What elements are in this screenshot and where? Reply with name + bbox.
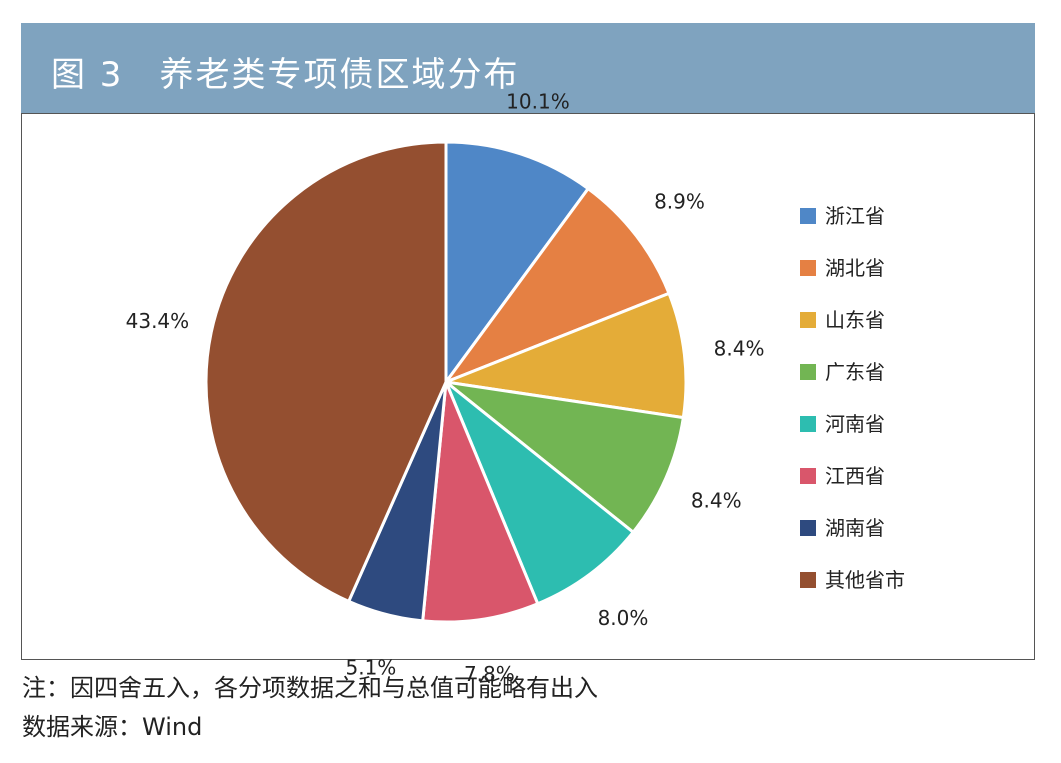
pie-label-others: 43.4% — [126, 309, 190, 333]
legend-label-guangdong: 广东省 — [825, 360, 885, 384]
source-note: 数据来源：Wind — [22, 713, 203, 741]
pie-slice-henan — [444, 380, 636, 606]
pie-slice-others — [204, 140, 448, 604]
pie-label-hubei: 8.9% — [654, 190, 705, 214]
legend-swatch-hunan — [800, 520, 816, 536]
legend-swatch-hubei — [800, 260, 816, 276]
pie-label-hunan: 5.1% — [346, 655, 397, 679]
legend-label-shandong: 山东省 — [825, 308, 885, 332]
pie-slice-hubei — [441, 186, 671, 386]
legend-swatch-jiangxi — [800, 468, 816, 484]
legend-label-henan: 河南省 — [825, 412, 885, 436]
legend-swatch-others — [800, 572, 816, 588]
figure-title: 图 3 养老类专项债区域分布 — [51, 55, 520, 95]
legend-label-zhejiang: 浙江省 — [825, 204, 885, 228]
pie-slice-jiangxi — [421, 381, 540, 624]
pie-label-zhejiang: 10.1% — [506, 90, 570, 114]
pie-label-guangdong: 8.4% — [691, 488, 742, 512]
rounding-note: 注：因四舍五入，各分项数据之和与总值可能略有出入 — [22, 674, 598, 702]
legend-swatch-shandong — [800, 312, 816, 328]
pie-label-henan: 8.0% — [598, 606, 649, 630]
legend-label-hubei: 湖北省 — [825, 256, 885, 280]
figure-title-bar: 图 3 养老类专项债区域分布 — [21, 23, 1035, 113]
legend-swatch-zhejiang — [800, 208, 816, 224]
legend-label-jiangxi: 江西省 — [825, 464, 885, 488]
pie-label-jiangxi: 7.8% — [464, 662, 515, 686]
legend-swatch-guangdong — [800, 364, 816, 380]
legend-label-others: 其他省市 — [825, 568, 905, 592]
pie-slice-zhejiang — [444, 140, 591, 387]
pie-slice-shandong — [440, 291, 688, 420]
legend-label-hunan: 湖南省 — [825, 516, 885, 540]
legend-swatch-henan — [800, 416, 816, 432]
pie-slice-guangdong — [440, 379, 686, 535]
pie-label-shandong: 8.4% — [714, 336, 765, 360]
